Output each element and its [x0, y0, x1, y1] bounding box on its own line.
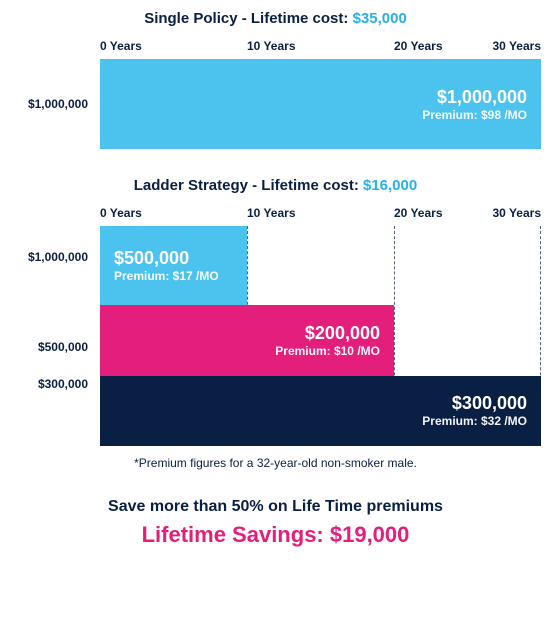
- ladder-title-prefix: Ladder Strategy - Lifetime cost:: [134, 177, 363, 194]
- x-tick: 10 Years: [247, 206, 394, 220]
- single-plot: $1,000,000Premium: $98 /MO $1,000,000: [10, 59, 541, 149]
- bar-premium: Premium: $17 /MO: [114, 269, 219, 283]
- x-tick: 30 Years: [481, 39, 541, 53]
- bar: $500,000Premium: $17 /MO: [100, 226, 247, 305]
- bar: $1,000,000Premium: $98 /MO: [100, 59, 541, 149]
- single-title-prefix: Single Policy - Lifetime cost:: [144, 10, 352, 27]
- ladder-strategy-section: Ladder Strategy - Lifetime cost: $16,000…: [10, 177, 541, 470]
- lifetime-savings: Lifetime Savings: $19,000: [10, 522, 541, 548]
- bar-premium: Premium: $98 /MO: [422, 108, 527, 122]
- bar-premium: Premium: $32 /MO: [422, 414, 527, 428]
- bar-amount: $200,000: [305, 323, 380, 344]
- x-tick: 0 Years: [100, 206, 247, 220]
- bar-amount: $300,000: [452, 393, 527, 414]
- bar-amount: $500,000: [114, 248, 189, 269]
- y-tick: $1,000,000: [10, 97, 100, 111]
- single-x-axis: 0 Years 10 Years 20 Years 30 Years: [10, 39, 541, 53]
- bar-premium: Premium: $10 /MO: [275, 344, 380, 358]
- ladder-plot: $500,000Premium: $17 /MO$200,000Premium:…: [10, 226, 541, 446]
- ladder-title: Ladder Strategy - Lifetime cost: $16,000: [10, 177, 541, 194]
- x-tick: 10 Years: [247, 39, 394, 53]
- ladder-chart: 0 Years 10 Years 20 Years 30 Years $500,…: [10, 206, 541, 446]
- single-title-cost: $35,000: [353, 10, 407, 27]
- y-tick: $1,000,000: [10, 250, 100, 264]
- ladder-plot-area: $500,000Premium: $17 /MO$200,000Premium:…: [100, 226, 541, 446]
- x-tick: 0 Years: [100, 39, 247, 53]
- single-title: Single Policy - Lifetime cost: $35,000: [10, 10, 541, 27]
- ladder-x-axis: 0 Years 10 Years 20 Years 30 Years: [10, 206, 541, 220]
- bar-amount: $1,000,000: [437, 87, 527, 108]
- single-policy-section: Single Policy - Lifetime cost: $35,000 0…: [10, 10, 541, 149]
- single-plot-area: $1,000,000Premium: $98 /MO: [100, 59, 541, 149]
- footnote: *Premium figures for a 32-year-old non-s…: [10, 456, 541, 470]
- y-tick: $300,000: [10, 377, 100, 391]
- save-line: Save more than 50% on Life Time premiums: [10, 498, 541, 516]
- bar: $300,000Premium: $32 /MO: [100, 376, 541, 446]
- single-chart: 0 Years 10 Years 20 Years 30 Years $1,00…: [10, 39, 541, 149]
- ladder-title-cost: $16,000: [363, 177, 417, 194]
- bar: $200,000Premium: $10 /MO: [100, 305, 394, 375]
- y-tick: $500,000: [10, 340, 100, 354]
- x-tick: 30 Years: [481, 206, 541, 220]
